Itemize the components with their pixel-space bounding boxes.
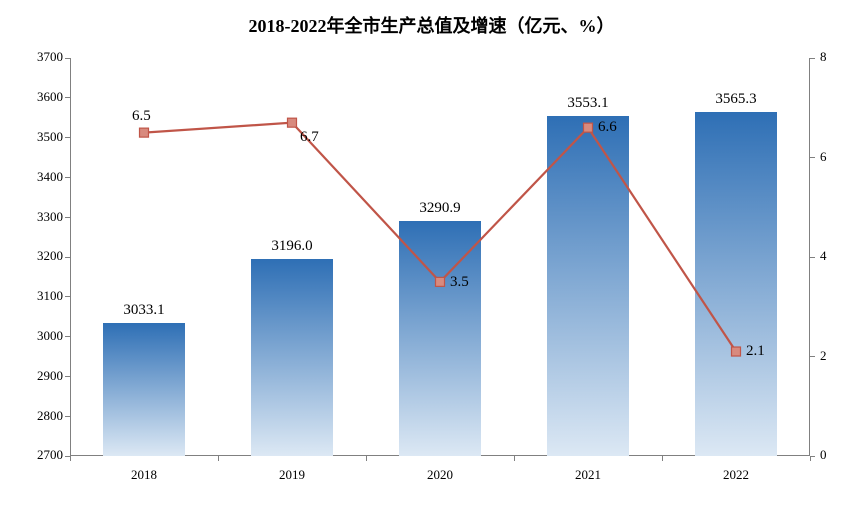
y2-tick	[810, 58, 815, 59]
growth-marker	[732, 347, 741, 356]
y1-tick-label: 3500	[15, 129, 63, 145]
x-tick	[218, 456, 219, 461]
chart-title: 2018-2022年全市生产总值及增速（亿元、%）	[0, 12, 863, 38]
y2-tick	[810, 356, 815, 357]
growth-label: 6.6	[598, 119, 617, 136]
x-tick-label: 2021	[514, 467, 662, 483]
y2-tick-label: 2	[820, 348, 827, 364]
growth-marker	[140, 128, 149, 137]
y1-tick-label: 2900	[15, 368, 63, 384]
growth-marker	[288, 118, 297, 127]
x-tick-label: 2020	[366, 467, 514, 483]
growth-label: 6.5	[132, 108, 151, 125]
growth-marker	[584, 123, 593, 132]
growth-line	[144, 123, 736, 352]
y1-tick-label: 3400	[15, 169, 63, 185]
y1-tick-label: 3100	[15, 288, 63, 304]
y2-tick-label: 4	[820, 248, 827, 264]
y1-tick-label: 2800	[15, 408, 63, 424]
y2-tick-label: 8	[820, 49, 827, 65]
y2-tick	[810, 257, 815, 258]
y1-tick-label: 3700	[15, 49, 63, 65]
y2-tick	[810, 456, 815, 457]
y2-tick-label: 0	[820, 447, 827, 463]
growth-marker	[436, 277, 445, 286]
x-tick-label: 2018	[70, 467, 218, 483]
growth-label: 2.1	[746, 343, 765, 360]
growth-label: 3.5	[450, 274, 469, 291]
y1-tick-label: 2700	[15, 447, 63, 463]
x-tick	[810, 456, 811, 461]
x-tick	[662, 456, 663, 461]
y1-tick-label: 3000	[15, 328, 63, 344]
y2-tick-label: 6	[820, 149, 827, 165]
x-tick-label: 2022	[662, 467, 810, 483]
x-tick-label: 2019	[218, 467, 366, 483]
growth-line-layer	[70, 58, 810, 456]
y1-tick-label: 3200	[15, 248, 63, 264]
x-tick	[366, 456, 367, 461]
y1-tick-label: 3600	[15, 89, 63, 105]
x-tick	[514, 456, 515, 461]
y2-tick	[810, 157, 815, 158]
gdp-chart: 2018-2022年全市生产总值及增速（亿元、%） 27002800290030…	[0, 0, 863, 519]
plot-area: 2700280029003000310032003300340035003600…	[70, 58, 810, 456]
x-tick	[70, 456, 71, 461]
growth-label: 6.7	[300, 129, 319, 146]
y1-tick-label: 3300	[15, 209, 63, 225]
